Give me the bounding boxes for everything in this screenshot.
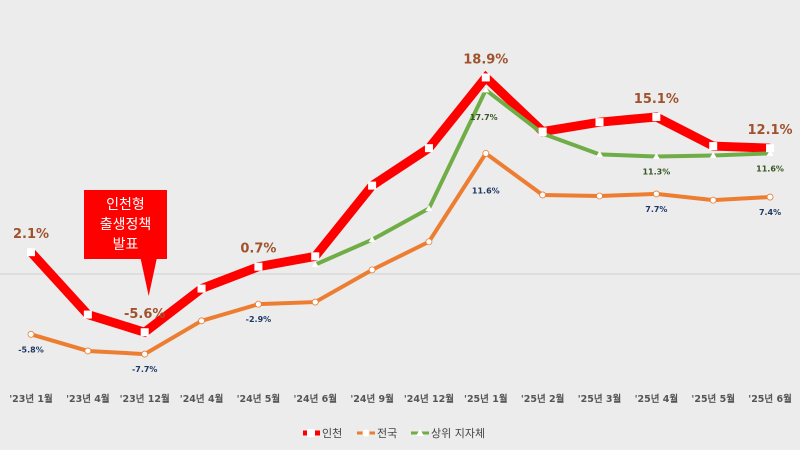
x-axis-tick-labels: '23년 1월 '23년 4월 '23년 12월 '24년 4월 '24년 5월 '24년…: [9, 393, 792, 405]
marker-top-municipality: [766, 149, 774, 156]
legend-item-incheon: 인천: [303, 426, 342, 440]
data-label: 7.7%: [645, 205, 667, 214]
marker-top-municipality: [311, 261, 319, 268]
marker-incheon: [424, 144, 433, 153]
data-labels: 2.1% -5.6% 0.7% 18.9% 15.1% 12.1% -5.8% -7.7% -2…: [13, 52, 793, 374]
marker-top-municipality: [652, 152, 660, 159]
marker-national: [596, 192, 603, 200]
legend-marker-incheon: [307, 429, 315, 437]
x-tick-label: '24년 4월: [180, 393, 224, 405]
x-tick-label: '25년 4월: [635, 393, 679, 405]
legend: 인천 전국 상위 지자체: [303, 426, 485, 440]
data-label: 11.6%: [756, 164, 784, 173]
data-label: -5.6%: [124, 307, 165, 322]
marker-top-municipality: [425, 204, 433, 211]
marker-top-municipality: [709, 151, 717, 158]
data-label: 17.7%: [470, 113, 498, 122]
marker-national: [311, 298, 319, 306]
marker-incheon: [311, 252, 320, 261]
marker-incheon: [197, 284, 206, 293]
marker-national: [539, 191, 547, 199]
series-line-1: [30, 150, 771, 357]
data-label: 15.1%: [634, 92, 679, 107]
callout-line-3: 발표: [113, 237, 139, 253]
marker-incheon: [27, 248, 35, 257]
marker-top-municipality: [368, 236, 376, 243]
marker-top-municipality: [596, 150, 603, 157]
marker-incheon: [140, 328, 149, 337]
legend-item-top-municipality: 상위 지자체: [411, 427, 485, 440]
marker-national: [198, 317, 205, 325]
marker-national: [141, 350, 149, 358]
x-tick-label: '25년 3월: [578, 393, 622, 405]
data-label: 18.9%: [463, 52, 508, 67]
marker-incheon: [709, 142, 718, 151]
series-line-0: [27, 70, 771, 338]
data-label: 12.1%: [747, 123, 792, 138]
legend-label-incheon: 인천: [322, 426, 342, 440]
marker-national: [766, 193, 774, 201]
data-label: 11.3%: [642, 167, 670, 176]
x-tick-label: '24년 5월: [237, 393, 281, 405]
data-label: 11.6%: [472, 186, 500, 195]
x-tick-label: '24년 9월: [350, 393, 394, 405]
x-tick-label: '24년 12월: [404, 393, 454, 405]
callout-box: [84, 190, 167, 296]
data-label: -2.9%: [246, 315, 272, 324]
data-label: -5.8%: [18, 345, 44, 354]
x-tick-label: '25년 5월: [691, 393, 735, 405]
policy-announcement-callout: 인천형 출생정책 발표: [84, 190, 167, 296]
marker-national: [482, 149, 490, 157]
legend-item-national: 전국: [357, 427, 397, 440]
legend-marker-top-municipality: [416, 429, 424, 436]
callout-line-1: 인천형: [106, 197, 145, 213]
marker-national: [709, 196, 717, 204]
marker-national: [425, 238, 433, 246]
marker-national: [27, 330, 35, 338]
marker-incheon: [254, 262, 263, 271]
marker-national: [368, 266, 376, 274]
data-label: -7.7%: [132, 365, 158, 374]
marker-incheon: [652, 112, 661, 121]
x-tick-label: '25년 1월: [464, 393, 508, 405]
x-tick-label: '23년 12월: [120, 393, 170, 405]
x-tick-label: '25년 2월: [521, 393, 565, 405]
x-tick-label: '23년 1월: [9, 393, 53, 405]
marker-incheon: [368, 181, 377, 190]
marker-top-municipality: [539, 130, 547, 137]
marker-incheon: [595, 118, 604, 127]
marker-national: [652, 190, 660, 198]
legend-marker-national: [362, 429, 370, 437]
data-label: 0.7%: [240, 242, 276, 257]
x-tick-label: '23년 4월: [66, 393, 110, 405]
callout-line-2: 출생정책: [100, 217, 152, 233]
marker-top-municipality: [482, 86, 490, 93]
series-markers: [27, 73, 775, 358]
data-label: 7.4%: [759, 208, 781, 217]
x-tick-label: '25년 6월: [748, 393, 792, 405]
marker-national: [254, 300, 262, 308]
x-tick-label: '24년 6월: [293, 393, 337, 405]
data-label: 2.1%: [13, 227, 49, 242]
marker-incheon: [481, 73, 490, 82]
legend-label-national: 전국: [377, 427, 397, 440]
marker-incheon: [83, 310, 92, 319]
marker-national: [84, 347, 92, 355]
marker-incheon: [766, 144, 775, 153]
legend-label-top-municipality: 상위 지자체: [431, 427, 485, 440]
